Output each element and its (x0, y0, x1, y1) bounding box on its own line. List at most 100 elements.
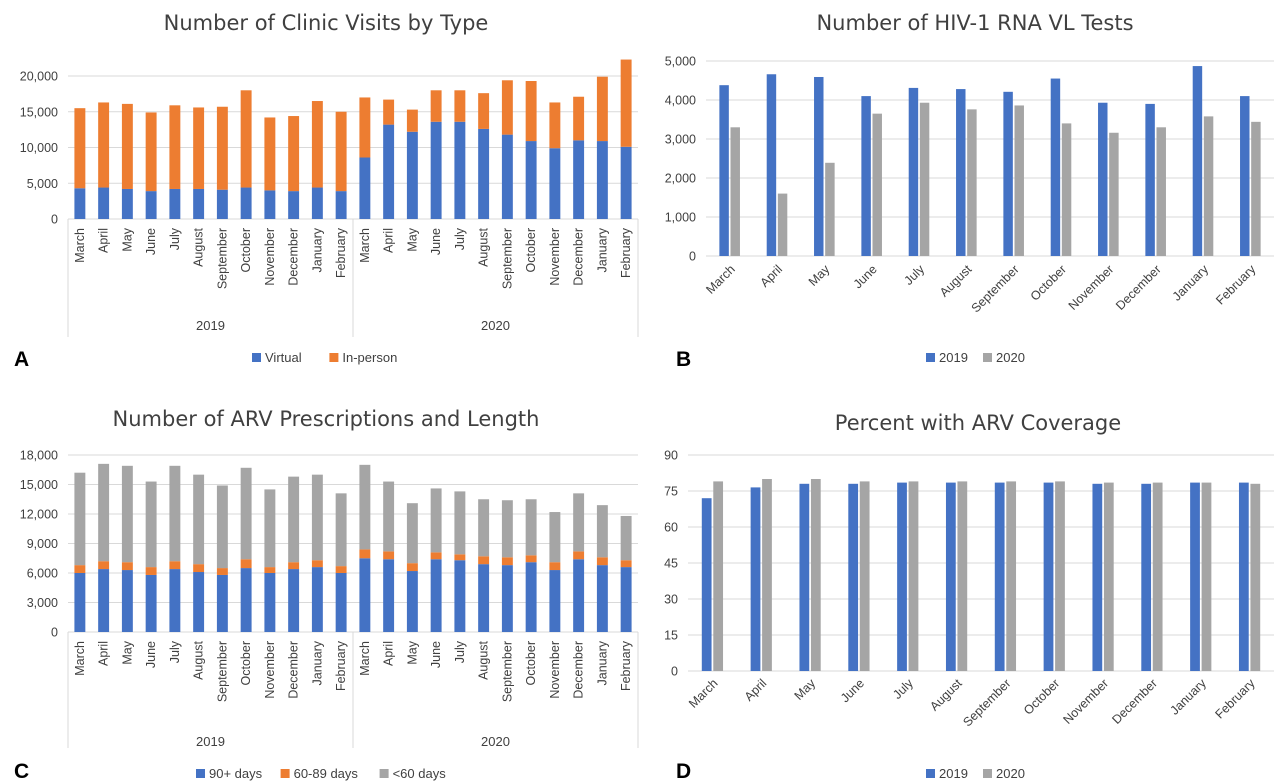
chart-b-legend-label: 2020 (996, 350, 1025, 365)
chart-d-bar-2019 (1043, 482, 1054, 671)
chart-a-group-label: 2019 (196, 318, 225, 333)
chart-d-y-tick-label: 60 (664, 521, 678, 535)
chart-c-bar-60-89-days (74, 565, 86, 573)
chart-c-x-tick-label: November (263, 641, 277, 699)
chart-a-x-tick-label: February (619, 227, 633, 278)
chart-c-x-tick-label: October (524, 641, 538, 685)
chart-c-y-tick-label: 15,000 (20, 478, 58, 492)
chart-c-bar-60-89-days (193, 564, 205, 573)
chart-c-bar-60-89-days (478, 556, 490, 565)
chart-b-bar-2020 (1203, 116, 1214, 256)
chart-b-bar-2019 (1003, 91, 1013, 256)
panel-d-arv-coverage-chart: Percent with ARV Coverage 0153045607590 … (664, 411, 1274, 783)
chart-c-x-tick-label: February (619, 640, 633, 691)
chart-c-bar-60-89-days (525, 555, 537, 563)
chart-a-bar-virtual (406, 131, 418, 219)
chart-c-y-tick-label: 6,000 (27, 567, 58, 581)
chart-c-legend-swatch (196, 769, 205, 778)
chart-b-bar-2020 (1061, 123, 1072, 257)
chart-a-bar-in-person (264, 117, 276, 191)
chart-d-bar-2020 (713, 481, 724, 671)
chart-b-bar-2020 (919, 102, 930, 256)
chart-d-bar-2020 (1006, 481, 1017, 671)
chart-c-bar-60-89-days (145, 567, 157, 575)
chart-c-bar-60-89-days (573, 551, 585, 560)
chart-c-x-tick-label: April (97, 641, 111, 666)
chart-a-bar-virtual (121, 188, 133, 219)
chart-c-bar-90-days (311, 567, 323, 632)
chart-a-bar-virtual (193, 188, 205, 219)
chart-a-bar-in-person (573, 96, 585, 141)
chart-d-x-tick-label: October (1021, 676, 1062, 717)
chart-a-group-label: 2020 (481, 318, 510, 333)
chart-d-bar-2019 (1238, 482, 1249, 671)
chart-c-bar-60-days (216, 485, 228, 569)
chart-a-bar-in-person (288, 116, 300, 192)
chart-c-bar-90-days (501, 565, 513, 632)
chart-c-bar-60-days (620, 515, 632, 561)
chart-c-x-tick-label: January (310, 640, 324, 685)
chart-b-legend-swatch (926, 353, 935, 362)
chart-d-bar-2019 (1092, 483, 1103, 671)
chart-c-x-tick-label: December (572, 641, 586, 699)
chart-b-bar-2020 (730, 127, 740, 256)
chart-a-bar-virtual (573, 140, 585, 219)
chart-b-y-tick-label: 2,000 (665, 172, 696, 186)
chart-c-title: Number of ARV Prescriptions and Length (113, 407, 540, 431)
chart-a-legend-swatch (329, 353, 339, 362)
chart-c-bar-60-89-days (430, 552, 442, 560)
chart-a-bar-virtual (145, 191, 157, 219)
chart-a-bar-virtual (264, 190, 276, 219)
chart-a-legend-label: Virtual (265, 350, 302, 365)
chart-c-bar-90-days (596, 565, 608, 632)
chart-a-y-tick-label: 15,000 (20, 105, 58, 119)
chart-a-bar-virtual (478, 128, 490, 219)
chart-a-x-tick-label: November (548, 228, 562, 286)
chart-b-legend-label: 2019 (939, 350, 968, 365)
chart-c-x-tick-label: October (239, 641, 253, 685)
chart-b-y-tick-label: 4,000 (665, 94, 696, 108)
chart-b-bar-2019 (1098, 102, 1108, 256)
chart-c-legend-label: <60 days (393, 766, 447, 781)
chart-a-x-tick-label: December (287, 228, 301, 286)
chart-c-legend-swatch (379, 769, 389, 778)
chart-a-x-tick-label: March (73, 228, 87, 263)
chart-d-title: Percent with ARV Coverage (835, 411, 1121, 435)
chart-d-y-tick-label: 90 (664, 449, 678, 463)
chart-d-x-tick-label: August (927, 676, 965, 714)
chart-a-bar-in-person (549, 102, 561, 149)
chart-d-legend-swatch (926, 769, 935, 778)
chart-c-y-tick-label: 18,000 (20, 449, 58, 463)
chart-a-bar-virtual (430, 121, 442, 219)
chart-d-bar-2019 (1141, 483, 1152, 671)
chart-c-bar-90-days (169, 569, 181, 632)
chart-c-bar-60-89-days (454, 554, 466, 561)
chart-b-y-tick-label: 0 (689, 250, 696, 264)
chart-c-bar-60-days (406, 503, 418, 564)
chart-b-x-tick-label: March (703, 262, 737, 296)
panel-c-arv-prescriptions-chart: Number of ARV Prescriptions and Length 0… (14, 407, 639, 783)
chart-c-bar-60-89-days (335, 566, 347, 573)
chart-b-y-tick-label: 1,000 (665, 211, 696, 225)
chart-c-bar-90-days (335, 573, 347, 632)
chart-c-bar-60-days (288, 476, 300, 563)
chart-d-x-tick-label: March (686, 676, 720, 710)
chart-c-bar-90-days (383, 559, 395, 632)
chart-c-x-tick-label: June (429, 641, 443, 668)
chart-c-bar-60-days (573, 493, 585, 552)
chart-a-x-tick-label: April (97, 228, 111, 253)
chart-a-bar-virtual (216, 189, 228, 219)
chart-d-x-tick-label: June (838, 676, 867, 705)
chart-b-x-tick-label: August (937, 262, 975, 300)
chart-c-bar-60-89-days (549, 562, 561, 571)
chart-d-legend-label: 2019 (939, 766, 968, 781)
chart-c-bar-60-89-days (121, 562, 133, 571)
chart-c-bar-90-days (216, 574, 228, 632)
chart-a-bar-virtual (311, 187, 323, 219)
chart-a-bar-in-person (193, 107, 205, 189)
chart-a-y-tick-label: 0 (51, 213, 58, 227)
chart-b-y-tick-label: 5,000 (665, 55, 696, 69)
chart-a-bar-in-person (454, 90, 466, 122)
chart-c-x-tick-label: July (168, 640, 182, 663)
